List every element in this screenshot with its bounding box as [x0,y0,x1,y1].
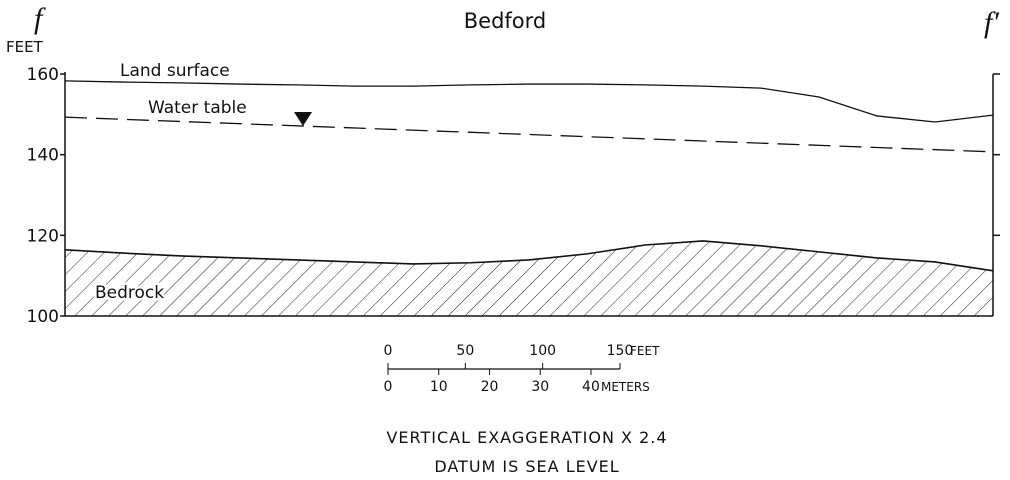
scale-label: 0 [384,343,393,359]
y-tick-label: 120 [27,226,59,246]
profile-label: Water table [148,98,247,118]
scale-label: 40 [582,379,600,395]
axis-label: FEET [6,38,44,56]
profile-label: Bedrock [95,283,164,303]
bedrock-area [65,240,993,316]
profile-label: Land surface [120,61,230,81]
water-table-line [64,116,994,153]
y-tick-label: 140 [27,146,59,166]
water-table-symbol [294,112,312,126]
scale-label: 50 [456,343,474,359]
bedrock-line [64,240,994,272]
title: Bedford [464,9,547,33]
y-tick-label: 160 [27,65,59,85]
y-tick-label: 100 [27,307,59,327]
scale-label: 10 [430,379,448,395]
scale-unit: FEET [630,344,660,358]
section-mark: f′ [984,6,999,39]
scale-label: 100 [529,343,556,359]
scale-label: 150 [607,343,634,359]
scale-unit: METERS [601,380,650,394]
section-mark: f [34,2,46,35]
scale-label: 20 [481,379,499,395]
note: VERTICAL EXAGGERATION X 2.4 [386,428,667,447]
scale-label: 0 [384,379,393,395]
note: DATUM IS SEA LEVEL [434,457,619,476]
scale-label: 30 [531,379,549,395]
land-surface-line [64,80,994,123]
